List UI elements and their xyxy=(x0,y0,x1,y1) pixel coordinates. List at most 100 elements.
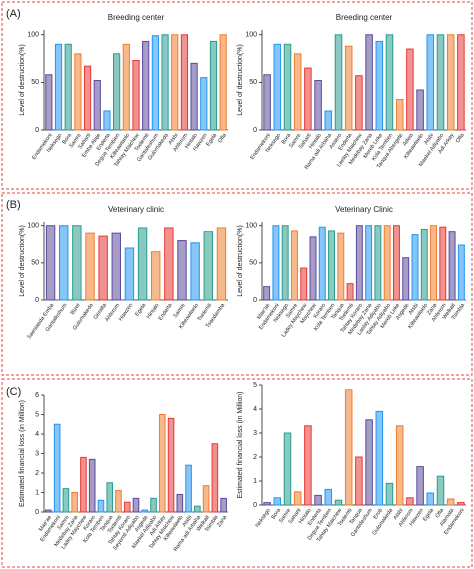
bar xyxy=(365,419,373,506)
y-tick-label: 100 xyxy=(27,32,39,39)
bar xyxy=(211,443,219,513)
bar xyxy=(132,497,140,513)
bar xyxy=(293,53,302,131)
bar xyxy=(263,74,271,131)
x-tick-label: Ofla xyxy=(217,132,228,144)
bar xyxy=(106,482,114,513)
bar xyxy=(374,225,382,301)
bar xyxy=(457,502,465,506)
y-tick-label: 3 xyxy=(253,430,257,437)
bar xyxy=(426,34,435,131)
bar xyxy=(395,99,404,131)
x-tick-label: Egela xyxy=(205,132,219,148)
bar xyxy=(355,75,363,131)
bar xyxy=(365,225,373,301)
bar xyxy=(293,491,302,506)
y-tick-label: 3 xyxy=(35,450,39,457)
bar xyxy=(93,79,101,131)
bar xyxy=(190,242,200,301)
x-tick-label: Atsbi xyxy=(423,133,435,146)
bar xyxy=(314,79,322,131)
bar xyxy=(158,414,166,513)
bar xyxy=(324,488,333,506)
bar xyxy=(83,65,92,131)
bar xyxy=(122,43,130,131)
bar xyxy=(45,509,52,513)
bar xyxy=(318,226,326,301)
bar xyxy=(141,509,149,513)
bar xyxy=(402,257,410,301)
bar xyxy=(53,423,61,513)
bar xyxy=(309,236,317,301)
x-tick-label: Bizet xyxy=(70,302,82,316)
bar xyxy=(344,389,353,506)
bar xyxy=(346,283,354,301)
bar xyxy=(74,53,82,131)
bar xyxy=(176,493,184,513)
y-tick-label: 1 xyxy=(253,478,257,485)
bar xyxy=(137,227,148,301)
bar xyxy=(328,230,336,301)
bar xyxy=(281,225,289,301)
bar xyxy=(185,464,192,513)
y-axis-label: Level of destruction(%) xyxy=(19,225,26,297)
bar xyxy=(448,231,456,301)
bar xyxy=(171,34,179,131)
bar xyxy=(392,225,400,301)
x-tick-label: Egela xyxy=(422,507,436,523)
bar xyxy=(209,40,218,131)
y-tick-label: 0 xyxy=(35,127,39,134)
bar xyxy=(406,48,414,131)
x-tick-label: Atsbi xyxy=(181,515,193,528)
y-tick-label: 2 xyxy=(35,470,39,477)
bar xyxy=(263,502,271,506)
bar xyxy=(436,475,445,506)
bar xyxy=(411,234,419,301)
bar xyxy=(124,247,135,301)
bar xyxy=(344,45,353,131)
bar xyxy=(98,235,108,301)
bar xyxy=(177,240,187,301)
y-axis-label: Level of destruction(%) xyxy=(237,225,244,297)
x-tick-label: Neksego xyxy=(255,508,272,529)
bar xyxy=(430,225,438,301)
bar xyxy=(420,228,428,301)
x-tick-label: Atsbi xyxy=(168,133,180,146)
bar xyxy=(416,89,424,131)
bar xyxy=(395,425,404,506)
y-axis-label: Level of destruction(%) xyxy=(19,44,26,116)
y-tick-label: 0 xyxy=(35,297,39,304)
bar xyxy=(85,232,95,301)
bar xyxy=(263,286,271,301)
y-tick-label: 4 xyxy=(35,431,39,438)
y-tick-label: 2 xyxy=(253,454,257,461)
bar xyxy=(59,225,69,301)
bar xyxy=(406,497,414,506)
y-tick-label: 100 xyxy=(27,223,39,230)
bar xyxy=(219,34,227,131)
bar xyxy=(97,499,105,513)
bar xyxy=(446,34,455,131)
bar xyxy=(439,226,447,301)
y-tick-label: 100 xyxy=(245,223,257,230)
y-tick-label: 4 xyxy=(253,406,257,413)
panel-label: (B) xyxy=(6,199,21,211)
x-tick-label: Zana xyxy=(216,514,229,528)
panel-label: (A) xyxy=(6,8,21,20)
panel-frame xyxy=(1,378,473,568)
bar xyxy=(314,494,322,506)
y-tick-label: 50 xyxy=(249,79,257,86)
bar xyxy=(132,59,140,131)
bar xyxy=(273,497,282,506)
bar xyxy=(164,227,174,301)
x-tick-label: Atsbi xyxy=(393,508,405,521)
x-tick-label: Erob xyxy=(373,508,385,521)
bar xyxy=(220,497,227,513)
bar xyxy=(151,251,161,301)
bar xyxy=(273,43,282,131)
y-tick-label: 5 xyxy=(253,382,257,389)
y-axis-label: Level of destruction(%) xyxy=(237,44,244,116)
bar xyxy=(324,110,333,131)
bar xyxy=(200,77,208,131)
